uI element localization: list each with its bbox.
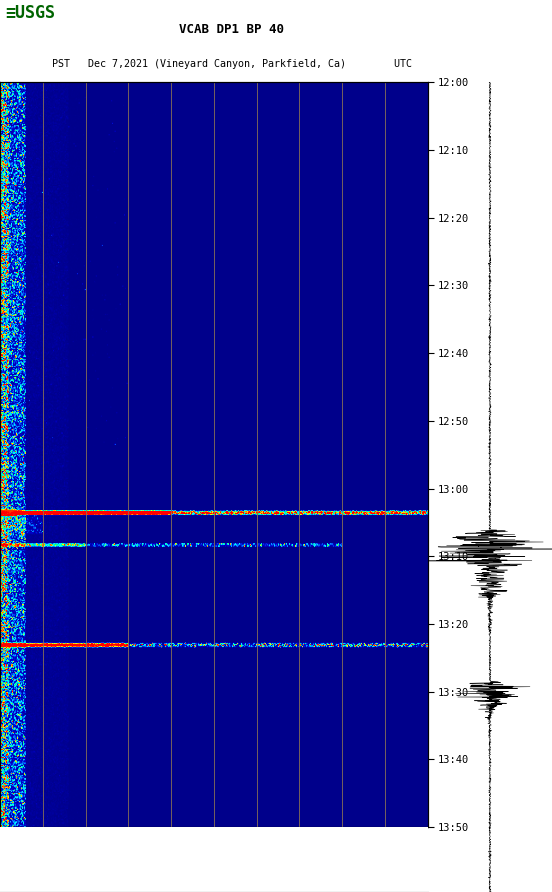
Text: ≡USGS: ≡USGS [6, 4, 56, 22]
Text: PST   Dec 7,2021 (Vineyard Canyon, Parkfield, Ca)        UTC: PST Dec 7,2021 (Vineyard Canyon, Parkfie… [52, 59, 412, 69]
Text: VCAB DP1 BP 40: VCAB DP1 BP 40 [179, 23, 284, 36]
